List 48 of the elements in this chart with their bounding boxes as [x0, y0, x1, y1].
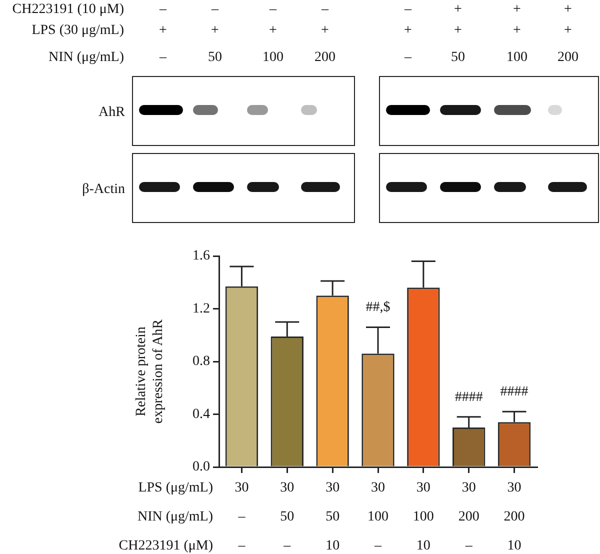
x-tick-label: 30 50 – — [280, 480, 294, 554]
text: LPS (30 μg/mL) — [30, 22, 124, 40]
text: CH223191 (10 μM) — [11, 1, 124, 19]
text: + — [403, 22, 413, 40]
annotation: #### — [500, 384, 528, 400]
text: – — [158, 49, 168, 67]
text: 200 — [556, 49, 580, 67]
text: – — [210, 1, 220, 19]
text: + — [158, 22, 168, 40]
y-tick-label: 1.2 — [192, 301, 210, 316]
text: + — [512, 22, 522, 40]
x-tick-label: 30 200 10 — [504, 480, 525, 554]
y-tick-label: 0.8 — [192, 354, 210, 370]
text: AhR — [98, 104, 125, 122]
text: 50 — [450, 49, 466, 67]
text: + — [268, 22, 278, 40]
text: 100 — [262, 49, 284, 67]
text: + — [210, 22, 220, 40]
y-tick-label: 0.4 — [192, 406, 210, 422]
y-tick-label: 1.6 — [192, 248, 210, 264]
text: + — [512, 1, 522, 19]
text: + — [453, 22, 463, 40]
text: 50 — [207, 49, 223, 67]
x-tick-label: 30 100 – — [368, 480, 388, 554]
text: – — [403, 1, 413, 19]
text: 200 — [314, 49, 336, 67]
annotation: ##,$ — [366, 300, 390, 316]
x-tick-label: 30 200 – — [458, 480, 480, 554]
text: – — [320, 1, 330, 19]
text: – — [268, 1, 278, 19]
text: CH223191 (μM) — [118, 538, 214, 554]
text: + — [453, 1, 463, 19]
x-tick-label: 30 – – — [234, 480, 249, 554]
text: NIN (μg/mL) — [137, 510, 214, 525]
y-tick-label: 0.0 — [192, 460, 210, 475]
text: + — [563, 22, 573, 40]
text: LPS (μg/mL) — [138, 480, 214, 496]
text: β-Actin — [81, 181, 125, 199]
text: NIN (μg/mL) — [47, 49, 124, 67]
text: + — [563, 1, 573, 19]
annotation: #### — [454, 390, 483, 405]
y-axis-title: Relative protein expression of AhR — [134, 318, 166, 424]
text: – — [158, 1, 168, 19]
text: + — [320, 22, 330, 40]
text: 100 — [506, 49, 528, 67]
x-tick-label: 30 50 10 — [326, 480, 340, 554]
x-tick-label: 30 100 10 — [412, 480, 434, 554]
text: – — [403, 49, 413, 67]
